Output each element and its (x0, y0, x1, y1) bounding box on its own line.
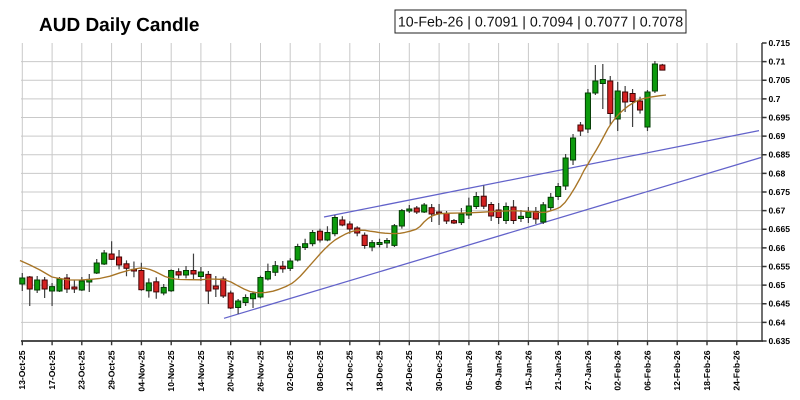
svg-text:20-Nov-25: 20-Nov-25 (226, 350, 236, 391)
svg-text:05-Jan-26: 05-Jan-26 (464, 350, 474, 390)
svg-text:0.635: 0.635 (769, 336, 791, 346)
svg-text:10-Nov-25: 10-Nov-25 (166, 350, 176, 391)
svg-text:09-Jan-26: 09-Jan-26 (494, 350, 504, 390)
svg-text:21-Jan-26: 21-Jan-26 (553, 350, 563, 390)
svg-text:0.66: 0.66 (769, 243, 786, 253)
svg-text:0.705: 0.705 (769, 75, 791, 85)
svg-text:23-Oct-25: 23-Oct-25 (77, 350, 87, 389)
svg-text:12-Dec-25: 12-Dec-25 (345, 350, 355, 391)
svg-text:0.715: 0.715 (769, 38, 791, 48)
svg-text:04-Nov-25: 04-Nov-25 (136, 350, 146, 391)
svg-text:13-Oct-25: 13-Oct-25 (17, 350, 27, 389)
svg-text:14-Nov-25: 14-Nov-25 (196, 350, 206, 391)
svg-text:0.675: 0.675 (769, 187, 791, 197)
svg-text:0.65: 0.65 (769, 280, 786, 290)
svg-text:26-Nov-25: 26-Nov-25 (255, 350, 265, 391)
svg-text:06-Feb-26: 06-Feb-26 (642, 350, 652, 390)
svg-text:15-Jan-26: 15-Jan-26 (523, 350, 533, 390)
svg-text:17-Oct-25: 17-Oct-25 (47, 350, 57, 389)
svg-text:12-Feb-26: 12-Feb-26 (672, 350, 682, 390)
svg-text:08-Dec-25: 08-Dec-25 (315, 350, 325, 391)
svg-text:27-Jan-26: 27-Jan-26 (583, 350, 593, 390)
svg-text:30-Dec-25: 30-Dec-25 (434, 350, 444, 391)
svg-text:0.695: 0.695 (769, 112, 791, 122)
svg-text:02-Dec-25: 02-Dec-25 (285, 350, 295, 391)
svg-text:0.71: 0.71 (769, 57, 786, 67)
svg-text:0.665: 0.665 (769, 224, 791, 234)
svg-text:0.685: 0.685 (769, 150, 791, 160)
svg-text:18-Feb-26: 18-Feb-26 (702, 350, 712, 390)
svg-text:AUD Daily Candle: AUD Daily Candle (39, 15, 199, 36)
svg-text:18-Dec-25: 18-Dec-25 (374, 350, 384, 391)
svg-text:0.645: 0.645 (769, 299, 791, 309)
svg-text:0.7: 0.7 (769, 94, 781, 104)
svg-text:02-Feb-26: 02-Feb-26 (613, 350, 623, 390)
svg-text:0.64: 0.64 (769, 317, 786, 327)
svg-text:0.69: 0.69 (769, 131, 786, 141)
svg-text:0.67: 0.67 (769, 206, 786, 216)
svg-text:24-Feb-26: 24-Feb-26 (732, 350, 742, 390)
svg-text:10-Feb-26 | 0.7091 | 0.7094 |: 10-Feb-26 | 0.7091 | 0.7094 | 0.7077 | 0… (398, 15, 683, 31)
svg-text:0.68: 0.68 (769, 168, 786, 178)
svg-text:0.655: 0.655 (769, 261, 791, 271)
svg-text:29-Oct-25: 29-Oct-25 (107, 350, 117, 389)
svg-text:24-Dec-25: 24-Dec-25 (404, 350, 414, 391)
